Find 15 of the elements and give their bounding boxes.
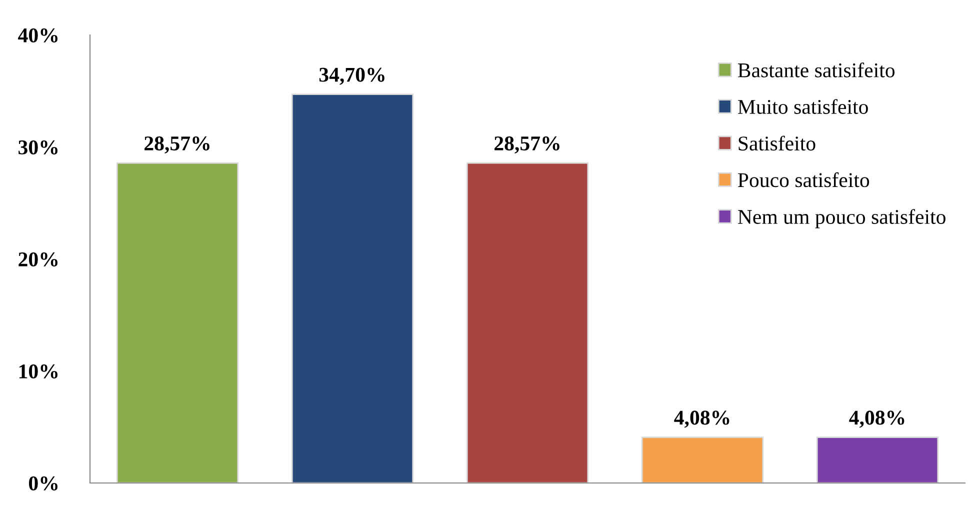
legend-label: Pouco satisfeito [738, 172, 870, 188]
y-tick-label: 0% [28, 476, 58, 490]
data-label: 28,57% [144, 136, 210, 154]
data-label: 4,08% [849, 410, 904, 428]
data-label: 34,70% [319, 68, 384, 85]
data-label: 28,57% [494, 136, 560, 154]
legend-label: Satisfeito [738, 136, 816, 151]
legend-label: Muito satisfeito [738, 99, 868, 114]
y-tick-label: 40% [18, 28, 58, 42]
y-tick-label: 10% [19, 364, 58, 378]
y-tick-label: 20% [18, 252, 58, 266]
y-tick-label: 30% [18, 140, 58, 154]
data-label: 4,08% [674, 410, 730, 428]
legend-label: Bastante satisifeito [738, 62, 895, 78]
legend-label: Nem um pouco satisfeito [738, 209, 946, 228]
